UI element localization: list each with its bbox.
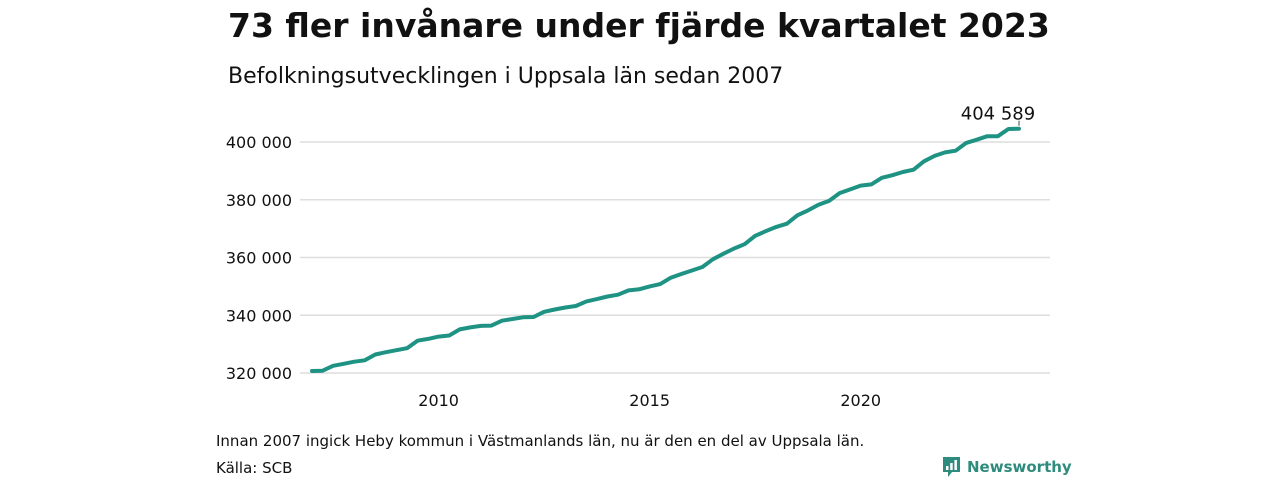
population-series-line	[310, 126, 1021, 373]
chart-subtitle: Befolkningsutvecklingen i Uppsala län se…	[228, 64, 784, 89]
y-tick-label: 400 000	[226, 133, 292, 152]
line-chart: 320 000 340 000 360 000 380 000 400 000 2010…	[226, 104, 1050, 410]
y-tick-label: 380 000	[226, 191, 292, 210]
x-tick-label: 2020	[840, 391, 881, 410]
newsworthy-brand[interactable]: Newsworthy	[942, 456, 1072, 478]
y-axis-tick-labels: 320 000 340 000 360 000 380 000 400 000	[226, 133, 292, 383]
x-axis-tick-labels: 2010 2015 2020	[418, 391, 881, 410]
newsworthy-logo-icon	[943, 457, 960, 477]
y-tick-label: 340 000	[226, 306, 292, 325]
brand-name: Newsworthy	[967, 458, 1072, 476]
y-tick-label: 360 000	[226, 249, 292, 268]
x-tick-label: 2010	[418, 391, 459, 410]
chart-title: 73 fler invånare under fjärde kvartalet …	[228, 6, 1050, 45]
y-gridlines	[300, 141, 1050, 374]
source-label: Källa: SCB	[216, 459, 293, 477]
end-value-label: 404 589	[961, 104, 1035, 125]
x-tick-label: 2015	[629, 391, 670, 410]
footnote: Innan 2007 ingick Heby kommun i Västmanl…	[216, 432, 865, 450]
y-tick-label: 320 000	[226, 364, 292, 383]
